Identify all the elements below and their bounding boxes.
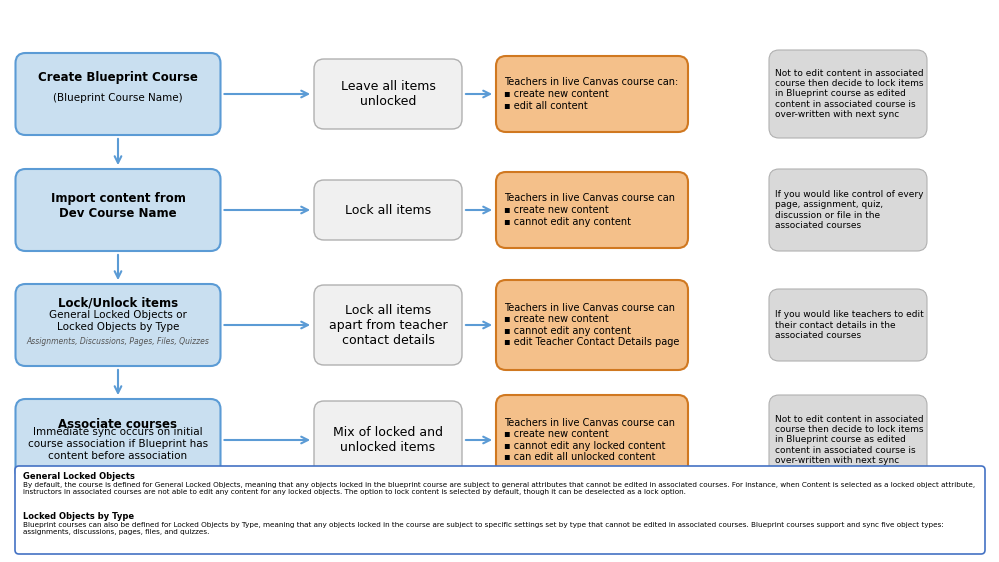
Text: Lock all items: Lock all items: [345, 203, 431, 216]
Text: Locked Objects by Type: Locked Objects by Type: [23, 512, 134, 521]
Text: Teachers in live Canvas course can:
▪ create new content
▪ edit all content: Teachers in live Canvas course can: ▪ cr…: [504, 78, 678, 111]
FancyBboxPatch shape: [314, 401, 462, 479]
FancyBboxPatch shape: [16, 169, 221, 251]
FancyBboxPatch shape: [496, 172, 688, 248]
Text: Not to edit content in associated
course then decide to lock items
in Blueprint : Not to edit content in associated course…: [775, 415, 924, 465]
Text: Teachers in live Canvas course can
▪ create new content
▪ cannot edit any conten: Teachers in live Canvas course can ▪ cre…: [504, 193, 675, 226]
Text: Create Blueprint Course: Create Blueprint Course: [38, 71, 198, 84]
Text: Lock all items
apart from teacher
contact details: Lock all items apart from teacher contac…: [329, 303, 448, 347]
FancyBboxPatch shape: [496, 395, 688, 485]
Text: General Locked Objects: General Locked Objects: [23, 472, 135, 481]
Text: Import content from
Dev Course Name: Import content from Dev Course Name: [51, 192, 186, 220]
Text: Mix of locked and
unlocked items: Mix of locked and unlocked items: [333, 426, 443, 454]
Text: If you would like control of every
page, assignment, quiz,
discussion or file in: If you would like control of every page,…: [775, 190, 923, 230]
FancyBboxPatch shape: [16, 53, 221, 135]
FancyBboxPatch shape: [16, 399, 221, 481]
FancyBboxPatch shape: [496, 280, 688, 370]
Text: If you would like teachers to edit
their contact details in the
associated cours: If you would like teachers to edit their…: [775, 310, 924, 340]
Text: Teachers in live Canvas course can
▪ create new content
▪ cannot edit any conten: Teachers in live Canvas course can ▪ cre…: [504, 302, 679, 347]
Text: Immediate sync occurs on initial
course association if Blueprint has
content bef: Immediate sync occurs on initial course …: [28, 427, 208, 461]
FancyBboxPatch shape: [769, 289, 927, 361]
FancyBboxPatch shape: [769, 395, 927, 485]
Text: (Blueprint Course Name): (Blueprint Course Name): [53, 93, 183, 103]
FancyBboxPatch shape: [314, 285, 462, 365]
FancyBboxPatch shape: [769, 169, 927, 251]
Text: Teachers in live Canvas course can
▪ create new content
▪ cannot edit any locked: Teachers in live Canvas course can ▪ cre…: [504, 418, 675, 463]
FancyBboxPatch shape: [15, 466, 985, 554]
FancyBboxPatch shape: [314, 59, 462, 129]
FancyBboxPatch shape: [314, 180, 462, 240]
Text: Leave all items
unlocked: Leave all items unlocked: [341, 80, 436, 108]
Text: General Locked Objects or
Locked Objects by Type: General Locked Objects or Locked Objects…: [49, 310, 187, 332]
Text: Not to edit content in associated
course then decide to lock items
in Blueprint : Not to edit content in associated course…: [775, 69, 924, 119]
Text: Associate courses: Associate courses: [59, 418, 178, 430]
Text: Assignments, Discussions, Pages, Files, Quizzes: Assignments, Discussions, Pages, Files, …: [27, 337, 210, 346]
FancyBboxPatch shape: [16, 284, 221, 366]
Text: By default, the course is defined for General Locked Objects, meaning that any o: By default, the course is defined for Ge…: [23, 482, 975, 495]
Text: Lock/Unlock items: Lock/Unlock items: [58, 297, 178, 310]
FancyBboxPatch shape: [496, 56, 688, 132]
Text: Blueprint courses can also be defined for Locked Objects by Type, meaning that a: Blueprint courses can also be defined fo…: [23, 522, 944, 535]
FancyBboxPatch shape: [769, 50, 927, 138]
